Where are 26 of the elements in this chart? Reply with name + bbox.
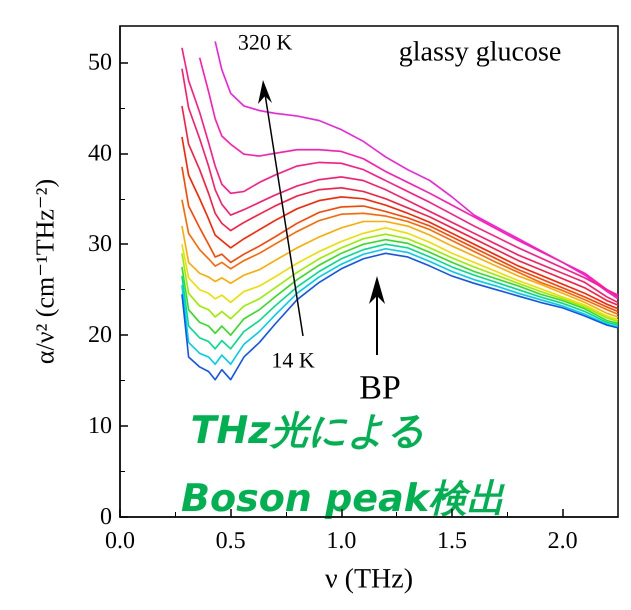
line-series — [181, 243, 619, 350]
y-tick-label: 50 — [88, 49, 112, 76]
x-tick-label: 2.0 — [548, 528, 578, 554]
line-series — [181, 198, 619, 316]
line-series — [181, 248, 619, 366]
line-series — [181, 238, 619, 336]
x-tick-label: 1.0 — [326, 528, 356, 554]
annotation: Boson peak検出 — [181, 476, 505, 520]
annotation: THz光による — [190, 408, 426, 452]
annotation: glassy glucose — [398, 36, 562, 68]
y-tick-label: 30 — [88, 231, 112, 258]
y-tick-label: 10 — [88, 413, 112, 440]
annotation: BP — [359, 370, 401, 406]
x-axis-title: ν (THz) — [324, 564, 414, 594]
x-tick-label: 0.0 — [105, 528, 135, 554]
y-tick-label: 20 — [88, 322, 112, 348]
line-series — [181, 105, 619, 306]
annotation: 320 K — [238, 30, 292, 54]
line-series — [181, 166, 619, 312]
y-tick-label: 0 — [100, 504, 112, 530]
x-tick-label: 0.5 — [216, 528, 246, 554]
line-series — [181, 136, 619, 310]
y-axis-title: α/ν² (cm⁻¹THz⁻²) — [30, 178, 60, 364]
y-tick-label: 40 — [88, 140, 112, 166]
annotation: 14 K — [271, 348, 315, 372]
x-tick-label: 1.5 — [437, 528, 467, 554]
